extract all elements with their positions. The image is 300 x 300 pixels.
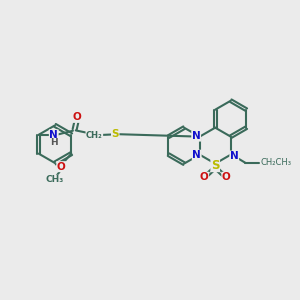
Text: N: N <box>230 151 239 161</box>
Text: CH₂: CH₂ <box>86 131 103 140</box>
Text: S: S <box>211 159 220 172</box>
Text: N: N <box>192 131 200 141</box>
Text: CH₃: CH₃ <box>45 175 64 184</box>
Text: H: H <box>50 138 58 147</box>
Text: O: O <box>222 172 231 182</box>
Text: CH₂CH₃: CH₂CH₃ <box>260 158 291 167</box>
Text: O: O <box>73 112 81 122</box>
Text: O: O <box>200 172 208 182</box>
Text: O: O <box>57 162 65 172</box>
Text: S: S <box>112 129 119 139</box>
Text: N: N <box>192 150 201 160</box>
Text: N: N <box>50 130 58 140</box>
